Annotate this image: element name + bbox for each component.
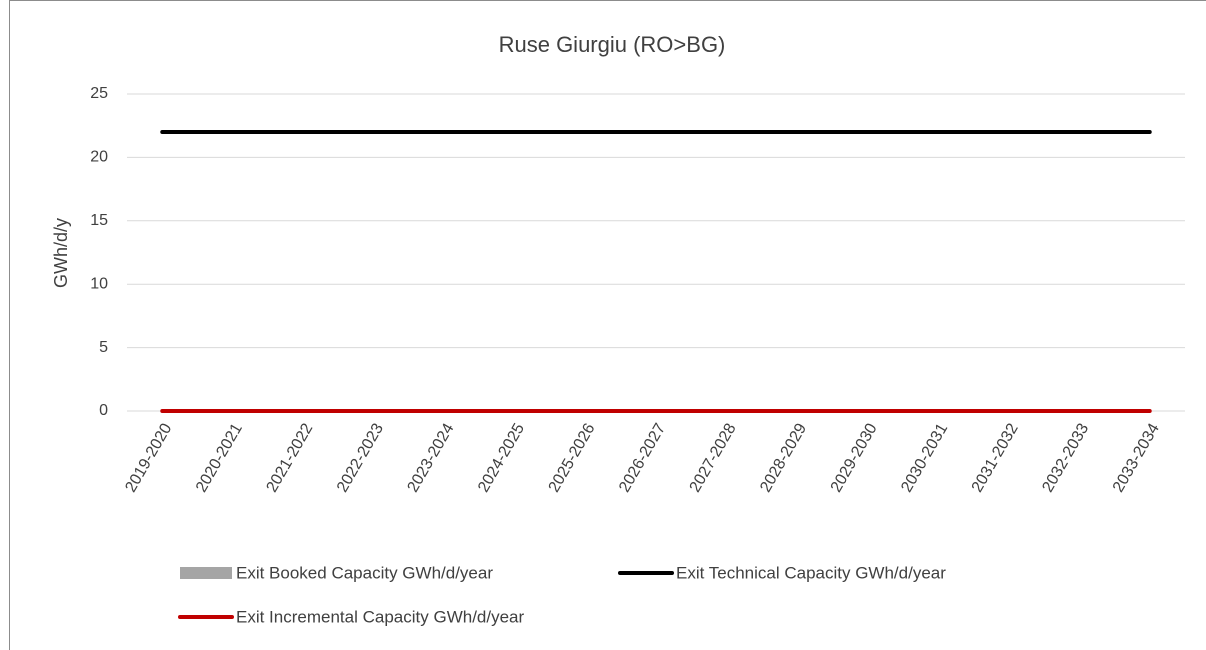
legend-label: Exit Booked Capacity GWh/d/year [236,563,493,582]
x-tick-label: 2030-2031 [898,421,951,496]
y-tick-label: 15 [90,212,108,229]
x-tick-label: 2024-2025 [475,421,528,496]
x-tick-label: 2020-2021 [193,421,246,496]
x-tick-label: 2019-2020 [122,421,175,496]
x-tick-label: 2025-2026 [546,421,599,496]
x-tick-label: 2021-2022 [263,421,316,496]
y-tick-label: 20 [90,149,108,166]
y-axis-label: GWh/d/y [51,218,71,288]
x-tick-label: 2027-2028 [687,421,740,496]
x-tick-label: 2031-2032 [969,421,1022,496]
chart-border [9,0,1206,650]
legend-label: Exit Technical Capacity GWh/d/year [676,563,946,582]
chart-title: Ruse Giurgiu (RO>BG) [499,32,726,57]
y-tick-label: 10 [90,275,108,292]
y-tick-label: 0 [99,402,108,419]
x-tick-label: 2028-2029 [757,421,810,496]
x-tick-label: 2026-2027 [616,421,669,496]
x-tick-label: 2032-2033 [1039,421,1092,496]
legend-label: Exit Incremental Capacity GWh/d/year [236,607,525,626]
legend-swatch [180,567,232,579]
x-tick-label: 2022-2023 [334,421,387,496]
y-tick-label: 25 [90,85,108,102]
y-tick-label: 5 [99,339,108,356]
x-tick-label: 2033-2034 [1110,421,1163,496]
x-tick-label: 2029-2030 [828,421,881,496]
x-tick-label: 2023-2024 [405,421,458,496]
